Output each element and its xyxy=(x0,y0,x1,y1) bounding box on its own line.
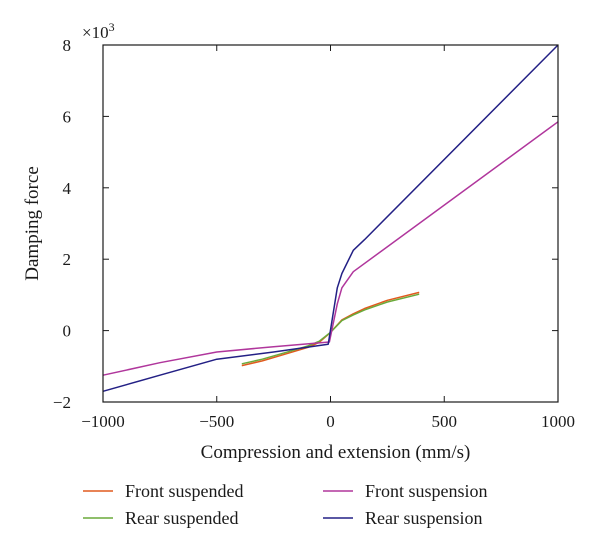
legend-label-4: Rear suspension xyxy=(365,508,482,528)
x-tick-label: −500 xyxy=(199,412,234,431)
y-tick-label: 2 xyxy=(63,250,72,269)
x-tick-label: 1000 xyxy=(541,412,575,431)
legend: Front suspended Rear suspended Front suspe… xyxy=(83,481,488,528)
legend-label-1: Front suspended xyxy=(125,481,244,501)
y-axis-title: Damping force xyxy=(22,166,43,280)
series-line-3 xyxy=(102,121,559,376)
series-line-4 xyxy=(102,44,559,393)
legend-label-2: Rear suspended xyxy=(125,508,238,528)
axis-ticks: −1000 −500 0 500 1000 −2 0 2 4 6 8 xyxy=(53,36,575,431)
y-tick-label: 4 xyxy=(63,179,72,198)
legend-label-3: Front suspension xyxy=(365,481,488,501)
y-tick-label: 6 xyxy=(63,107,72,126)
x-tick-label: 0 xyxy=(326,412,335,431)
plot-frame xyxy=(102,44,559,403)
series-lines xyxy=(102,44,559,393)
y-multiplier-label: ×103 xyxy=(82,20,115,42)
x-tick-label: 500 xyxy=(432,412,458,431)
y-tick-label: 8 xyxy=(63,36,72,55)
x-axis-title: Compression and extension (mm/s) xyxy=(201,442,471,463)
y-tick-label: −2 xyxy=(53,393,71,412)
y-tick-label: 0 xyxy=(63,322,72,341)
x-tick-label: −1000 xyxy=(81,412,125,431)
